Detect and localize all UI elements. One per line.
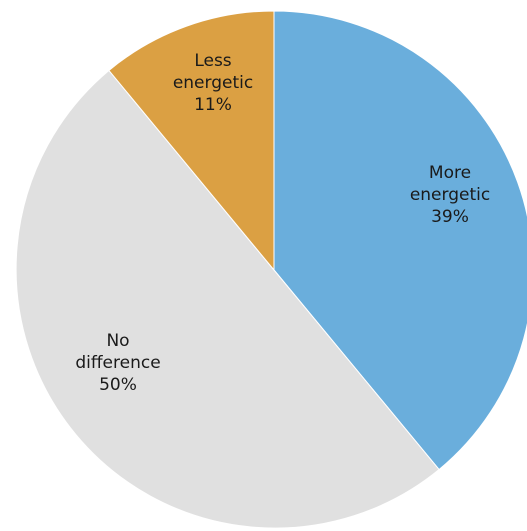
slice-category-label: No — [106, 331, 129, 351]
slice-category-label: energetic — [173, 73, 253, 93]
slice-label-2: Less energetic 11% — [173, 51, 253, 115]
pie-labels: More energetic 39%No difference 50%Less energ… — [75, 51, 490, 395]
pie-slice-2 — [108, 10, 275, 272]
pie-slice-1 — [15, 69, 440, 529]
slice-label-0: More energetic 39% — [410, 163, 490, 227]
slice-category-label: energetic — [410, 185, 490, 205]
slice-percent-label: 39% — [431, 207, 469, 227]
slice-category-label: difference — [75, 353, 160, 373]
slice-category-label: More — [429, 163, 471, 183]
pie-slices — [15, 10, 527, 529]
slice-category-label: Less — [194, 51, 231, 71]
pie-slice-0 — [273, 10, 527, 471]
slice-percent-label: 11% — [194, 95, 232, 115]
slice-label-1: No difference 50% — [75, 331, 160, 395]
slice-percent-label: 50% — [99, 375, 137, 395]
